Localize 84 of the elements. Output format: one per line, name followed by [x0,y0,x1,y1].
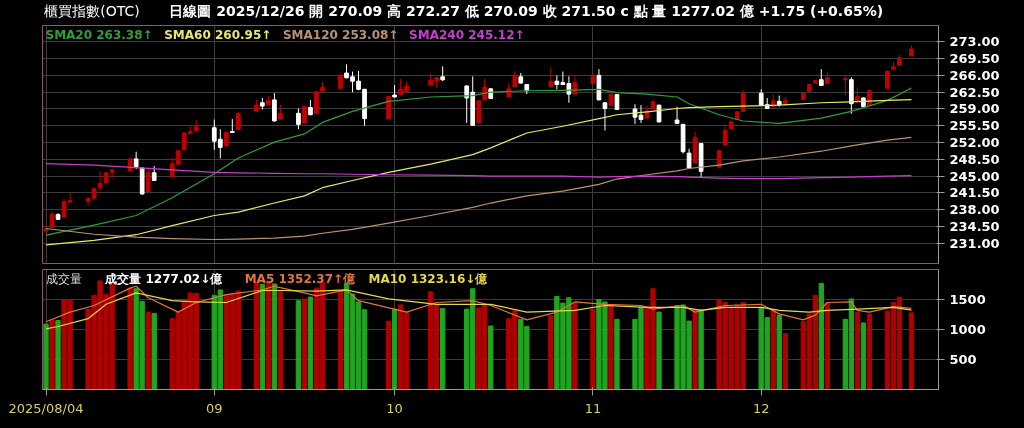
y-tick-label: 248.50 [949,151,1000,167]
x-tick-label: 12 [752,400,770,416]
candlestick [848,76,854,115]
candlestick [842,74,848,97]
bar [908,312,915,390]
bar [854,311,861,390]
bar [259,284,266,390]
y-tick-label: 500 [949,352,977,367]
bar [866,314,873,390]
bar [151,312,157,390]
text: SMA20 263.38↑ [45,27,153,42]
candlestick [109,168,115,180]
series-label: MA10 1323.16↓億 [368,271,489,286]
candlestick [272,92,277,122]
bar [295,300,302,390]
y-tick-label: 1500 [949,292,986,307]
text: SMA120 253.08↑ [282,27,399,42]
bar [49,319,55,390]
bar [43,323,49,390]
bar [301,298,308,390]
candlestick [145,167,151,193]
y-tick-label: 269.50 [949,51,1000,67]
bar [265,281,272,390]
bar [488,325,494,390]
line-series [45,136,913,241]
x-tick-label: 09 [206,400,223,416]
candlestick [548,67,554,88]
bar [55,320,61,390]
bar [776,314,782,390]
x-tick-label: 11 [584,400,602,416]
y-tick-label: 266.00 [949,67,1000,83]
x-tick-label: 2025/08/04 [8,400,84,416]
bar [440,308,446,390]
candlestick [97,170,103,191]
chart-title: 成交量 [45,271,82,286]
y-tick-label: 273.00 [949,34,1000,50]
candlestick [482,78,488,101]
bar [277,291,284,390]
bar [127,287,133,390]
chart-subtitle: 日線圖 2025/12/26 開 270.09 高 272.27 低 270.09 收 271.50 c 點 量 1277.02 億 +1.75 (+0.65%) [169,2,884,19]
candlestick [296,108,301,130]
series-label: MA5 1352.37↑億 [244,271,357,286]
y-tick-label: 1000 [949,322,986,337]
y-tick-label: 238.00 [949,202,1000,218]
annotation: 成交量 1277.02↓億 [104,271,224,286]
y-tick-label: 255.50 [949,118,1000,134]
bar [548,315,554,390]
chart-title: 櫃買指數(OTC) [44,2,140,19]
bar [656,311,662,390]
y-tick-label: 252.00 [949,135,1000,151]
bar [860,322,867,390]
line-series [45,289,913,330]
bar [608,305,614,390]
y-tick-label: 234.50 [949,219,1000,235]
x-tick-label: 10 [386,400,403,416]
y-tick-label: 231.00 [949,235,1000,251]
bar [253,282,260,390]
bar [698,309,704,390]
y-tick-label: 245.00 [949,168,1000,184]
y-tick-label: 259.00 [949,101,1000,117]
line-series [45,285,913,323]
bar [824,302,830,390]
bar [337,290,344,390]
bar [391,308,398,390]
bar [590,308,596,390]
bar [145,311,151,390]
bar [692,309,698,390]
candlestick [602,101,608,132]
text: SMA60 260.95↑ [164,27,272,42]
y-tick-label: 241.50 [949,185,1000,201]
bar [770,310,776,390]
bar [614,318,620,390]
bar [782,333,788,390]
candlestick [885,70,890,90]
bar [818,282,824,390]
bar [385,320,392,390]
candlestick [722,123,728,146]
bar [572,302,578,390]
y-tick-label: 262.50 [949,84,1000,100]
bar [307,296,314,390]
text: SMA240 245.12↑ [409,27,525,42]
candlestick [674,106,680,125]
bar [271,283,278,390]
candlestick [476,99,482,124]
